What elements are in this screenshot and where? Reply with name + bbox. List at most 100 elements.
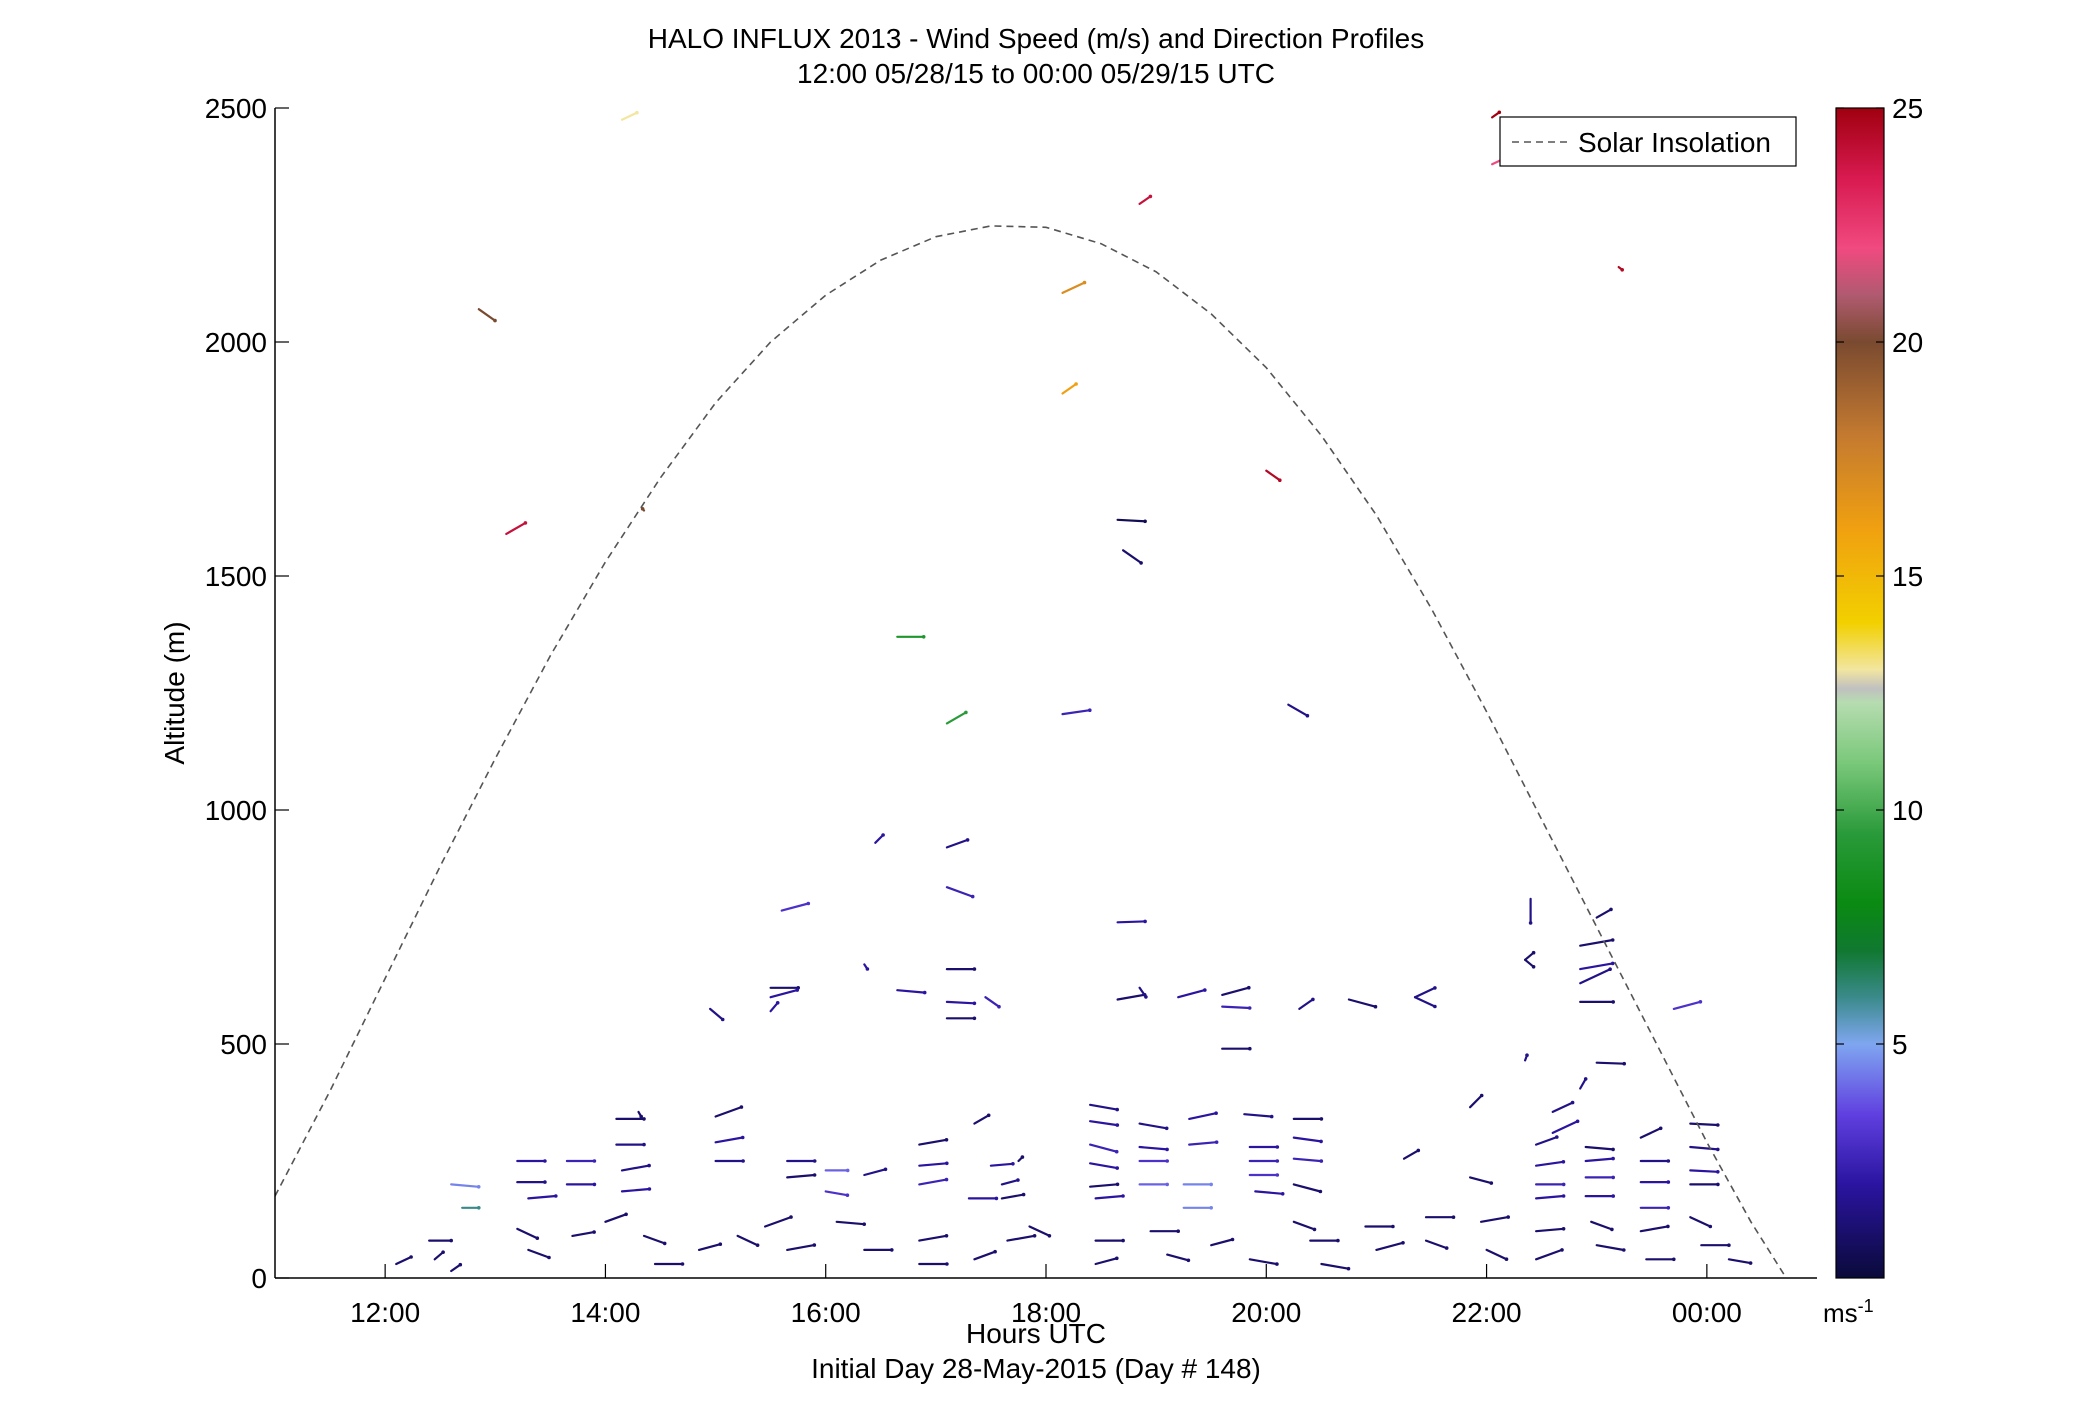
wind-vector-head xyxy=(1165,1147,1169,1152)
wind-vector xyxy=(1595,908,1613,919)
wind-vector-head xyxy=(1280,1192,1285,1196)
wind-vector xyxy=(1689,1122,1719,1127)
wind-vector-head xyxy=(921,635,926,639)
wind-vector-head xyxy=(1305,713,1310,718)
wind-vector xyxy=(780,902,810,912)
wind-vector xyxy=(1061,281,1086,294)
wind-vector-head xyxy=(945,1161,949,1166)
wind-vector-head xyxy=(1346,1266,1351,1271)
wind-vector-head xyxy=(554,1194,558,1198)
wind-vector xyxy=(1485,1248,1508,1261)
wind-vector-head xyxy=(1391,1224,1395,1229)
wind-vector-head xyxy=(1318,1189,1323,1194)
y-tick-label: 0 xyxy=(251,1263,267,1294)
wind-vector-head xyxy=(1561,1194,1566,1198)
chart-title: HALO INFLUX 2013 - Wind Speed (m/s) and … xyxy=(648,23,1425,54)
legend-box[interactable]: Solar Insolation xyxy=(1499,116,1797,167)
wind-vector-head xyxy=(592,1230,596,1234)
wind-vector-head xyxy=(1214,1140,1219,1144)
wind-vector xyxy=(1584,1157,1615,1163)
wind-vector xyxy=(1479,1215,1510,1223)
wind-vector-head xyxy=(845,1193,850,1197)
wind-vector xyxy=(1523,951,1535,961)
wind-vector-head xyxy=(1114,1149,1119,1154)
colorbar-ticks: 5 10 15 20 25 xyxy=(1836,93,1923,1060)
wind-vector-head xyxy=(1032,1234,1037,1238)
x-tick-label: 18:00 xyxy=(1011,1297,1081,1328)
wind-vector xyxy=(918,1162,948,1167)
wind-vector-head xyxy=(523,521,528,525)
wind-vector-head xyxy=(1148,194,1153,199)
wind-vector xyxy=(1116,993,1146,1001)
wind-vector-head xyxy=(624,1212,628,1217)
wind-vector-head xyxy=(1164,1126,1169,1131)
wind-vector-head xyxy=(741,1159,745,1163)
wind-vector-head xyxy=(1143,519,1147,524)
wind-vector-head xyxy=(993,1249,997,1254)
wind-vector xyxy=(1292,1157,1323,1163)
solar-insolation-curve xyxy=(275,225,1787,1278)
x-tick-label: 22:00 xyxy=(1452,1297,1522,1328)
wind-vector xyxy=(1292,1220,1316,1231)
wind-vector xyxy=(1061,709,1091,716)
wind-vector-head xyxy=(409,1255,413,1259)
wind-vector-head xyxy=(1561,1160,1566,1164)
wind-vector xyxy=(1551,1101,1574,1114)
wind-vector xyxy=(896,989,926,994)
wind-vector-head xyxy=(1672,1257,1676,1262)
wind-vector-head xyxy=(639,1114,643,1119)
wind-vector xyxy=(1221,986,1250,997)
wind-vector-head xyxy=(862,1222,866,1226)
wind-vector-head xyxy=(1608,967,1612,971)
wind-vector xyxy=(1579,962,1614,971)
wind-vector xyxy=(1579,1077,1587,1090)
wind-vector-head xyxy=(883,1167,888,1172)
wind-vector-head xyxy=(1497,110,1502,115)
wind-vector-head xyxy=(1528,921,1533,925)
x-tick-label: 14:00 xyxy=(570,1297,640,1328)
wind-vector xyxy=(1287,703,1309,717)
wind-vector xyxy=(714,1105,743,1118)
wind-vector-head xyxy=(1165,1159,1169,1163)
wind-vector xyxy=(1689,1169,1719,1173)
wind-vector-head xyxy=(720,1017,725,1022)
wind-vector xyxy=(450,1263,462,1273)
x-axis-ticks: 12:00 14:00 16:00 18:00 20:00 22:00 00:00 xyxy=(350,1264,1742,1328)
wind-vector xyxy=(1138,986,1148,999)
wind-vector xyxy=(973,1114,990,1125)
wind-vector-head xyxy=(1444,1246,1449,1250)
wind-vector-head xyxy=(1620,268,1624,272)
wind-vector-head xyxy=(865,967,870,971)
x-tick-label: 12:00 xyxy=(350,1297,420,1328)
wind-vector xyxy=(769,988,799,999)
wind-vector xyxy=(769,1001,779,1013)
wind-vector-head xyxy=(1609,907,1613,912)
wind-vector xyxy=(1088,1183,1119,1188)
wind-vector-head xyxy=(1278,478,1282,483)
wind-vector xyxy=(1116,920,1147,924)
wind-vector-head xyxy=(1570,1100,1575,1105)
wind-vector-head xyxy=(1610,961,1615,966)
wind-vector xyxy=(1551,1120,1579,1135)
wind-vector-head xyxy=(1658,1126,1663,1131)
wind-vector xyxy=(1121,549,1143,565)
wind-vector-head xyxy=(1373,1004,1378,1009)
wind-vector-head xyxy=(1531,950,1536,955)
wind-vector xyxy=(1006,1234,1036,1242)
x-tick-label: 00:00 xyxy=(1672,1297,1742,1328)
wind-vector-head xyxy=(1088,708,1092,712)
wind-vector-head xyxy=(1121,1194,1125,1198)
wind-vector-head xyxy=(1082,280,1087,285)
colorbar-unit-base: ms xyxy=(1823,1298,1858,1328)
wind-vector xyxy=(1413,986,1437,999)
y-tick-label: 2000 xyxy=(205,327,267,358)
wind-vector xyxy=(1584,1145,1615,1151)
wind-vector xyxy=(505,521,527,536)
wind-vector xyxy=(1138,1122,1168,1130)
wind-vector xyxy=(1689,1216,1712,1228)
wind-vector xyxy=(1375,1241,1405,1252)
wind-vector-head xyxy=(1269,1114,1274,1119)
wind-vector xyxy=(1088,1103,1119,1111)
chart-subtitle: 12:00 05/28/15 to 00:00 05/29/15 UTC xyxy=(797,58,1275,89)
wind-vector-head xyxy=(592,1159,597,1163)
